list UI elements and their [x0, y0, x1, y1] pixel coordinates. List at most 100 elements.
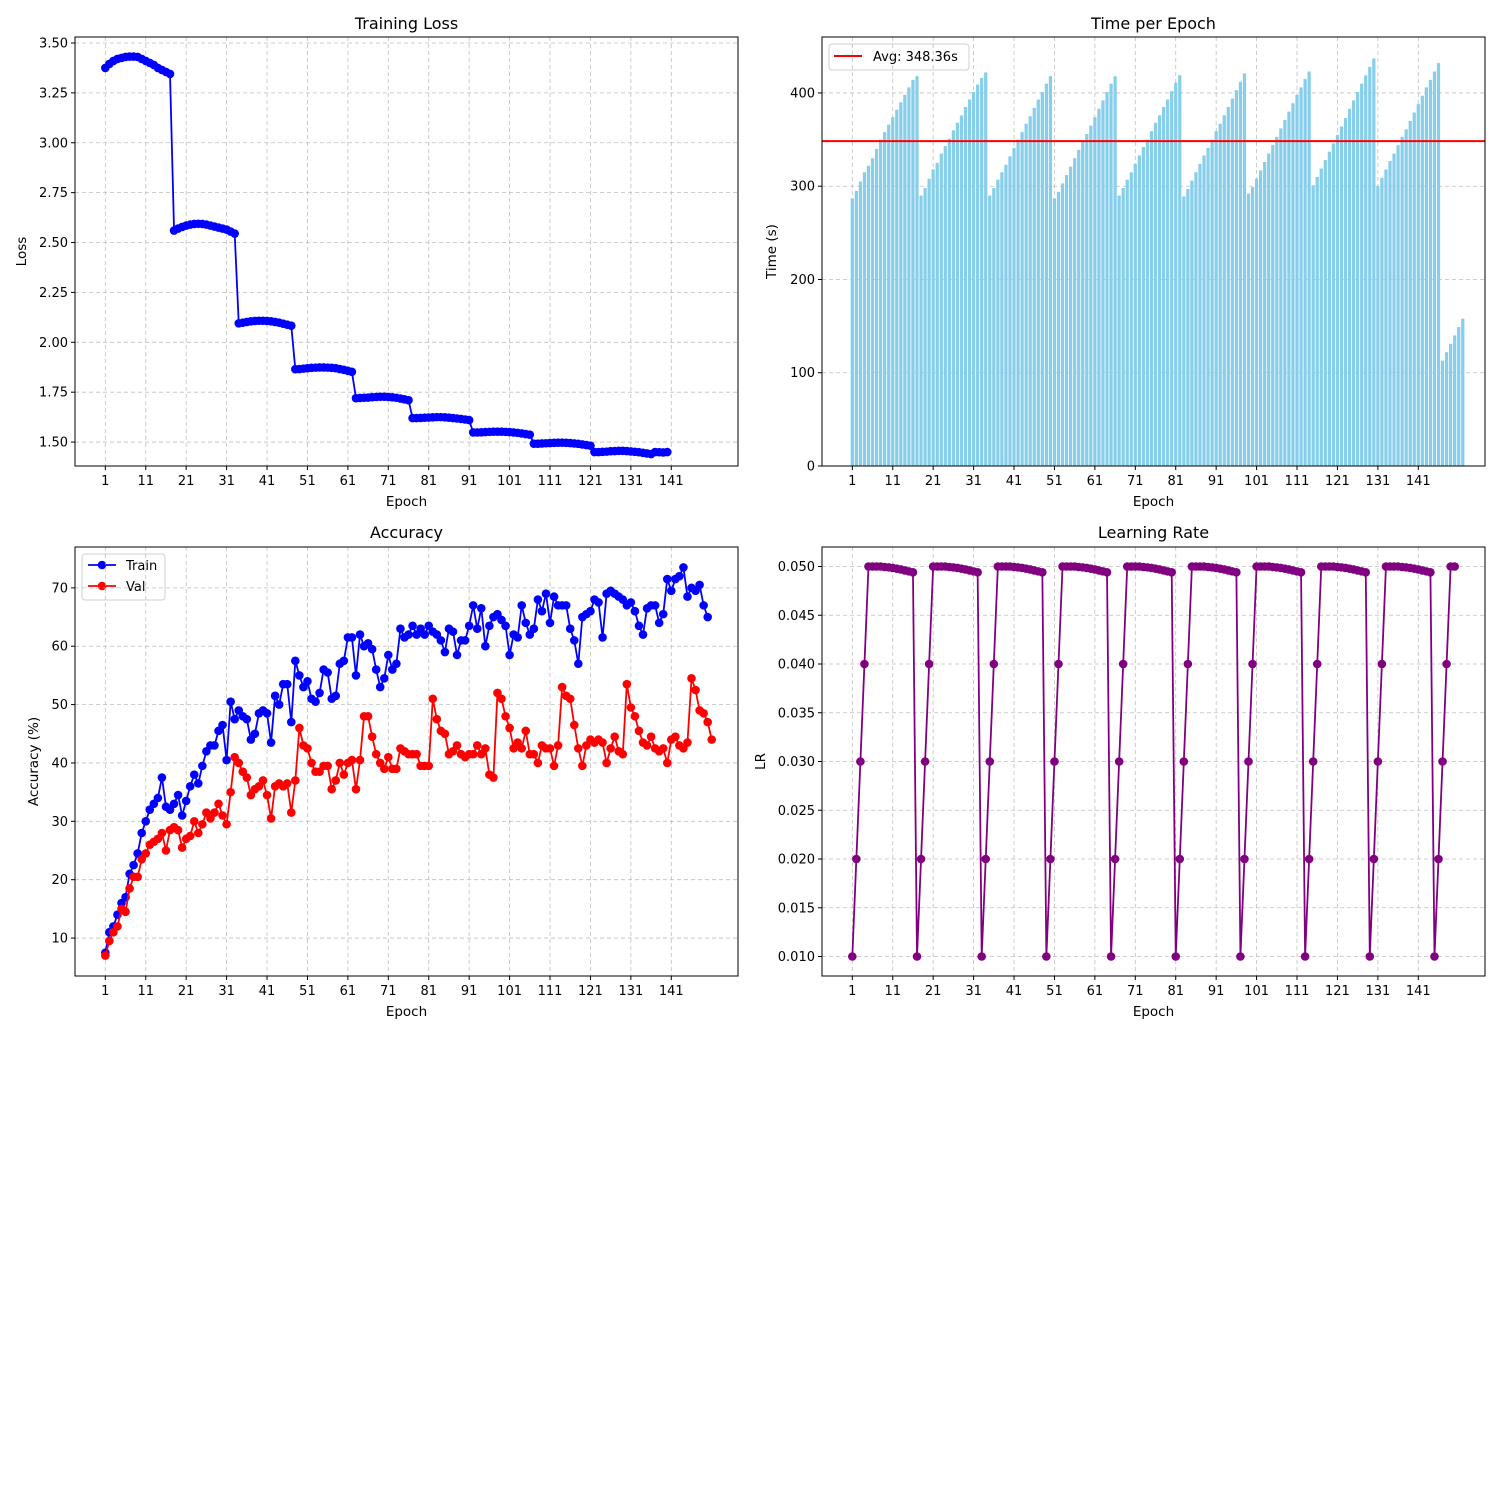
data-point [266, 814, 276, 823]
acc-axes-frame [74, 546, 739, 977]
time-bars [850, 58, 1465, 467]
data-point [622, 679, 632, 689]
x-tick-label: 1 [101, 474, 109, 489]
time-bar [1077, 149, 1081, 467]
y-tick-label: 100 [790, 366, 815, 381]
data-point [396, 624, 405, 634]
time-bar [1174, 82, 1178, 467]
x-tick-label: 131 [1365, 474, 1390, 489]
data-point [662, 574, 672, 584]
data-point [194, 828, 203, 838]
data-point [561, 601, 571, 610]
time-bar [1230, 98, 1234, 466]
data-point [420, 630, 429, 639]
time-bar [1396, 145, 1400, 466]
time-bar [1157, 115, 1162, 467]
y-tick-label: 300 [790, 180, 815, 195]
x-tick-label: 81 [420, 984, 437, 999]
x-tick-label: 21 [925, 984, 942, 999]
time-bar [915, 76, 919, 467]
data-point [485, 621, 494, 631]
data-point [1114, 757, 1124, 766]
lr-series-0 [848, 562, 1459, 961]
x-tick-label: 31 [965, 984, 982, 999]
legend-train-label: Train [125, 559, 157, 574]
time-per-epoch-title: Time per Epoch [1090, 14, 1216, 33]
time-ticks: 1 11 21 31 41 51 61 71 81 91 101 111 121 131 141010020… [790, 86, 1431, 489]
training-loss-xlabel: Epoch [386, 494, 427, 510]
accuracy-title: Accuracy [370, 523, 443, 542]
data-point [1308, 757, 1318, 766]
data-point [529, 624, 539, 634]
time-per-epoch-panel: Time per Epoch Epoch Time (s) Avg: 348.3… [764, 14, 1486, 510]
time-bar [858, 181, 863, 466]
data-point [505, 723, 514, 733]
x-tick-label: 11 [884, 984, 901, 999]
data-point [379, 764, 389, 774]
x-tick-label: 21 [925, 474, 942, 489]
lr-ticks: 1 11 21 31 41 51 61 71 81 91 101 111 121 131 1410.0100… [778, 560, 1431, 999]
data-point [266, 738, 276, 747]
data-point [658, 609, 668, 619]
data-point [295, 671, 304, 680]
data-point [218, 811, 227, 820]
x-tick-label: 51 [299, 984, 316, 999]
time-bar [1323, 160, 1327, 466]
data-point [392, 659, 401, 669]
data-point [1171, 952, 1181, 961]
time-bar [1129, 172, 1133, 466]
time-bar [1404, 129, 1408, 467]
data-point [666, 586, 676, 596]
data-point [355, 755, 365, 765]
data-point [533, 758, 543, 768]
time-bar [1303, 78, 1307, 466]
data-point [286, 808, 296, 817]
data-point [282, 779, 292, 788]
time-bar [1279, 128, 1283, 467]
loss-ticks: 1 11 21 31 41 51 61 71 81 91 101 111 121 131 1411.501.… [39, 36, 684, 489]
y-tick-label: 2.00 [39, 336, 68, 351]
time-bar [1440, 360, 1445, 466]
data-point [335, 758, 345, 768]
data-point [347, 633, 357, 642]
time-bar [1428, 79, 1433, 467]
time-bar [963, 106, 968, 467]
time-bar [1416, 104, 1420, 466]
x-tick-label: 41 [1006, 984, 1023, 999]
x-tick-label: 61 [340, 474, 357, 489]
time-bar [1214, 131, 1218, 466]
data-point [153, 793, 163, 803]
data-point [513, 633, 522, 642]
data-point [497, 694, 506, 704]
data-point [1240, 854, 1249, 864]
y-tick-label: 0.045 [778, 609, 815, 624]
time-bar [850, 198, 854, 466]
learning-rate-panel: Learning Rate Epoch LR 1 11 21 31 41 51 61 71 81… [753, 523, 1486, 1020]
data-point [703, 612, 712, 622]
data-point [270, 691, 280, 701]
data-point [1438, 757, 1447, 766]
data-point [505, 650, 514, 660]
data-point [912, 952, 922, 961]
data-point [291, 656, 300, 666]
time-bar [866, 165, 871, 466]
data-point [626, 598, 636, 607]
data-point [1110, 854, 1120, 864]
data-point [222, 755, 231, 765]
time-bar [988, 195, 992, 467]
time-bar [931, 169, 935, 467]
time-bar [1113, 76, 1117, 467]
x-tick-label: 91 [461, 984, 478, 999]
time-bar [1372, 58, 1376, 466]
data-point [472, 741, 482, 750]
data-point [517, 601, 527, 610]
data-point [699, 709, 708, 718]
time-bar [1408, 120, 1412, 466]
data-point [1042, 952, 1051, 961]
time-bar [1097, 108, 1101, 467]
x-tick-label: 71 [1127, 474, 1144, 489]
data-point [606, 744, 615, 753]
time-bar [1101, 100, 1105, 466]
y-tick-label: 400 [790, 86, 815, 101]
